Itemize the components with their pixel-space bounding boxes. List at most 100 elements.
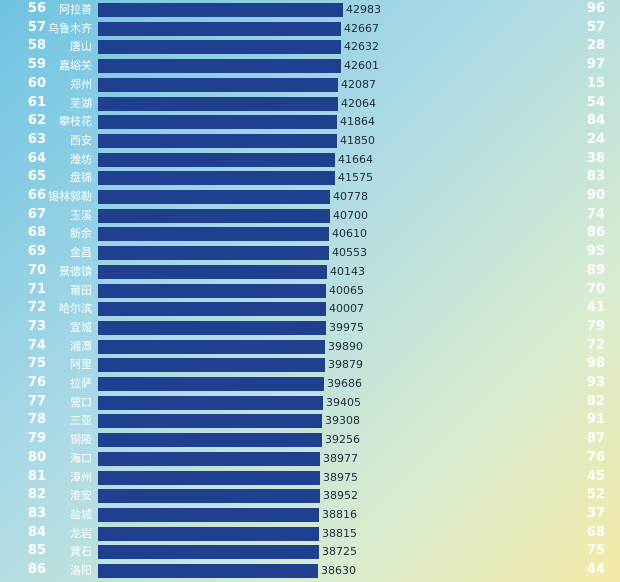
value-label: 41575 (338, 171, 373, 185)
rank-label: 59 (27, 57, 46, 73)
rank-label: 85 (27, 543, 46, 559)
right-rank-label: 54 (586, 94, 605, 110)
rank-label: 78 (27, 412, 46, 428)
bar (98, 133, 337, 148)
bar (98, 395, 323, 410)
right-rank-label: 44 (586, 562, 605, 577)
right-rank-label: 98 (586, 356, 605, 372)
right-rank-label: 97 (586, 57, 605, 73)
bar (98, 320, 326, 335)
city-label: 金昌 (70, 246, 92, 260)
value-label: 39890 (328, 339, 363, 353)
value-label: 40065 (329, 283, 364, 297)
rank-label: 67 (27, 206, 46, 222)
right-rank-label: 70 (586, 281, 605, 297)
city-label: 锡林郭勒 (48, 190, 92, 203)
city-label: 哈尔滨 (59, 302, 92, 316)
bar (98, 470, 320, 485)
value-label: 39975 (329, 320, 364, 334)
bar (98, 283, 326, 298)
bar (98, 227, 329, 242)
right-rank-label: 41 (586, 300, 605, 316)
value-label: 42087 (341, 77, 376, 91)
city-label: 莆田 (70, 283, 92, 297)
value-label: 39879 (328, 358, 363, 372)
rank-label: 62 (27, 113, 46, 129)
right-rank-label: 87 (586, 431, 605, 447)
value-label: 40700 (333, 208, 368, 222)
right-rank-label: 75 (586, 543, 605, 559)
rank-label: 80 (27, 449, 46, 465)
bar (98, 489, 320, 504)
city-label: 淮安 (70, 489, 92, 503)
right-rank-label: 52 (586, 487, 605, 503)
city-label: 乌鲁木齐 (48, 21, 92, 35)
right-rank-label: 86 (586, 225, 605, 241)
value-label: 38815 (322, 526, 357, 540)
bar (98, 339, 325, 354)
right-rank-label: 38 (586, 150, 605, 166)
city-label: 潍坊 (70, 152, 92, 166)
city-label: 盐城 (70, 507, 92, 521)
bar (98, 152, 335, 167)
right-rank-label: 89 (586, 262, 605, 278)
city-label: 玉溪 (70, 208, 92, 222)
value-label: 42667 (344, 21, 379, 35)
bar (98, 40, 341, 55)
rank-label: 83 (27, 505, 46, 521)
right-rank-label: 96 (586, 1, 605, 16)
value-label: 40778 (333, 190, 368, 203)
rank-label: 61 (27, 94, 46, 110)
right-rank-label: 90 (586, 188, 605, 203)
city-label: 营口 (70, 395, 92, 409)
rank-label: 84 (27, 524, 46, 540)
value-label: 40143 (330, 264, 365, 278)
bar (98, 507, 319, 522)
city-label: 唐山 (70, 40, 92, 54)
city-label: 黄石 (70, 545, 92, 559)
value-label: 39308 (325, 414, 360, 428)
value-label: 40553 (332, 246, 367, 260)
city-label: 铜陵 (70, 433, 92, 447)
bar (98, 96, 338, 111)
bar (98, 545, 319, 560)
city-label: 三亚 (70, 414, 92, 428)
bar (98, 115, 337, 130)
rank-label: 65 (27, 169, 46, 185)
bar (98, 171, 335, 186)
value-label: 38952 (323, 489, 358, 503)
right-rank-label: 74 (586, 206, 605, 222)
value-label: 42632 (344, 40, 379, 54)
rank-label: 70 (27, 262, 46, 278)
rank-label: 75 (27, 356, 46, 372)
rank-label: 64 (27, 150, 46, 166)
right-rank-label: 24 (586, 131, 605, 147)
value-label: 38975 (323, 470, 358, 484)
bar (98, 3, 343, 17)
value-label: 38725 (322, 545, 357, 559)
bar (98, 264, 327, 279)
bar (98, 433, 322, 448)
rank-label: 57 (27, 19, 46, 35)
right-rank-label: 76 (586, 449, 605, 465)
rank-label: 58 (27, 38, 46, 54)
value-label: 40007 (329, 302, 364, 316)
city-label: 宣城 (70, 320, 92, 334)
right-rank-label: 15 (586, 75, 605, 91)
right-rank-label: 84 (586, 113, 605, 129)
value-label: 39256 (325, 433, 360, 447)
city-label: 新余 (70, 227, 92, 241)
bar (98, 77, 338, 92)
right-rank-label: 72 (586, 337, 605, 353)
value-label: 39405 (326, 395, 361, 409)
rank-label: 86 (27, 562, 46, 577)
right-rank-label: 93 (586, 375, 605, 390)
rank-label: 73 (27, 318, 46, 334)
right-rank-label: 45 (586, 468, 605, 484)
city-label: 郑州 (70, 77, 92, 91)
rank-label: 81 (27, 468, 46, 484)
city-label: 嘉峪关 (59, 59, 92, 73)
city-label: 芜湖 (70, 96, 92, 110)
bar (98, 564, 318, 578)
bar (98, 208, 330, 223)
